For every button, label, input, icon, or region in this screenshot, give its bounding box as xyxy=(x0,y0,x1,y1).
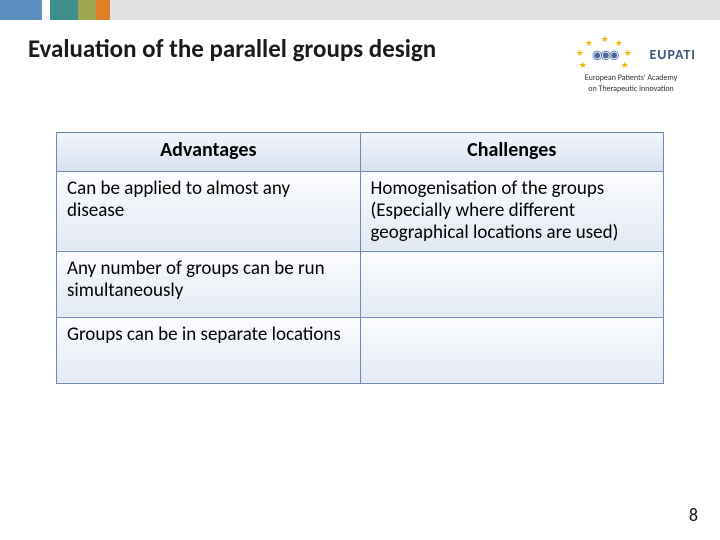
bar-seg xyxy=(96,0,110,20)
logo-stars-icon: ★ ★ ★ ★ ★ ★ ★ ◉◉◉ xyxy=(575,36,635,70)
bar-seg xyxy=(78,0,96,20)
logo-word: EUPATI xyxy=(649,46,696,63)
bar-seg xyxy=(0,0,42,20)
table-row: Groups can be in separate locations xyxy=(57,317,664,383)
comparison-table: Advantages Challenges Can be applied to … xyxy=(56,132,664,384)
cell-advantage-1: Can be applied to almost any disease xyxy=(57,171,361,251)
cell-advantage-2: Any number of groups can be run simultan… xyxy=(57,251,361,317)
page-number: 8 xyxy=(689,504,698,526)
bar-seg xyxy=(42,0,50,20)
logo-subtitle-2: on Therapeutic Innovation xyxy=(566,85,696,94)
table-header-row: Advantages Challenges xyxy=(57,133,664,172)
table-row: Any number of groups can be run simultan… xyxy=(57,251,664,317)
col-header-advantages: Advantages xyxy=(57,133,361,172)
cell-challenge-3 xyxy=(360,317,664,383)
bar-seg xyxy=(50,0,78,20)
top-color-bar xyxy=(0,0,720,20)
table-row: Can be applied to almost any disease Hom… xyxy=(57,171,664,251)
col-header-challenges: Challenges xyxy=(360,133,664,172)
logo-people-icon: ◉◉◉ xyxy=(592,47,617,62)
slide: Evaluation of the parallel groups design… xyxy=(0,0,720,540)
cell-advantage-3: Groups can be in separate locations xyxy=(57,317,361,383)
bar-seg xyxy=(110,0,720,20)
logo-subtitle-1: European Patients' Academy xyxy=(566,74,696,83)
cell-challenge-1: Homogenisation of the groups (Especially… xyxy=(360,171,664,251)
eupati-logo: ★ ★ ★ ★ ★ ★ ★ ◉◉◉ EUPATI European Patien… xyxy=(566,36,696,94)
cell-challenge-2 xyxy=(360,251,664,317)
page-title: Evaluation of the parallel groups design xyxy=(28,34,528,64)
